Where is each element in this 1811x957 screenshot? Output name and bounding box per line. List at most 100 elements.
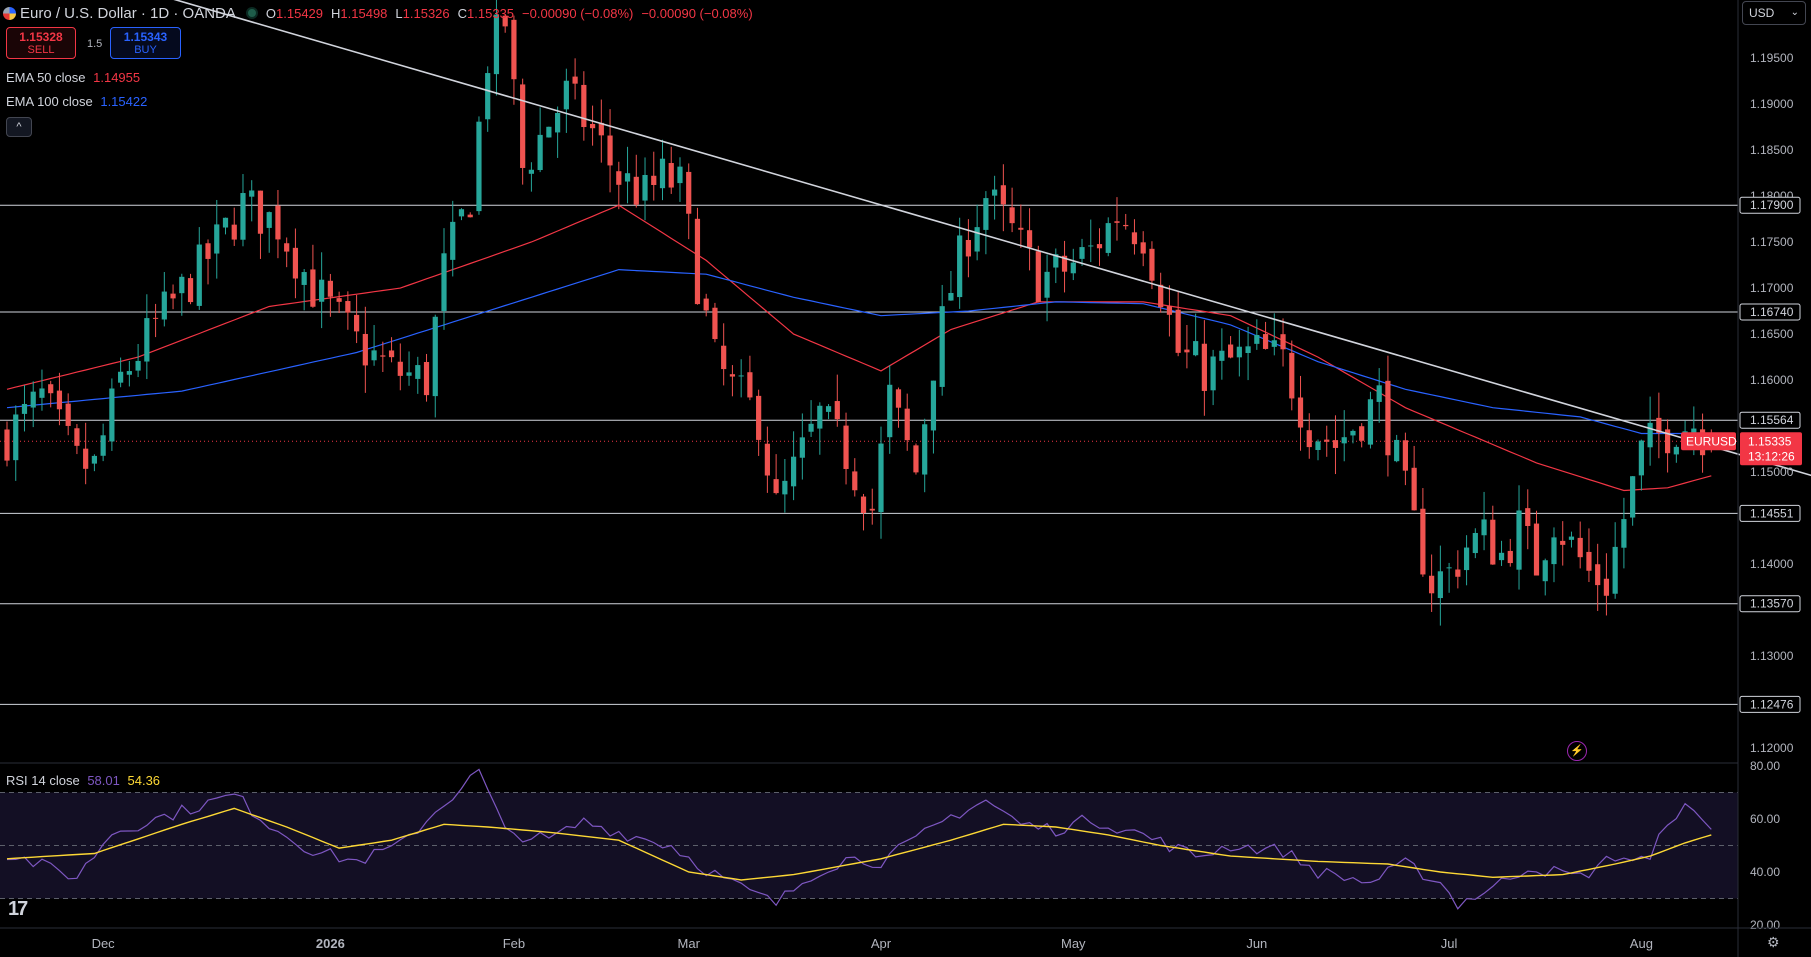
tradingview-logo[interactable]: 17 [8,898,28,920]
candle[interactable] [1193,313,1199,357]
candle[interactable] [817,402,823,455]
candle[interactable] [1280,318,1286,367]
candle[interactable] [144,294,150,380]
candle[interactable] [1166,285,1173,337]
candle[interactable] [1621,497,1627,569]
candle[interactable] [1376,368,1382,423]
candle[interactable] [441,228,447,330]
candle[interactable] [1394,434,1400,463]
candle[interactable] [1551,527,1557,583]
candle[interactable] [1586,528,1592,583]
candle[interactable] [1385,355,1391,477]
candle[interactable] [1612,522,1618,599]
candle[interactable] [948,270,954,301]
candle[interactable] [1560,521,1566,566]
candle[interactable] [598,99,604,163]
rsi-legend[interactable]: RSI 14 close 58.01 54.36 [6,773,160,788]
candle[interactable] [572,58,578,100]
candle[interactable] [240,174,246,247]
candle[interactable] [1297,375,1304,451]
candle[interactable] [170,284,176,310]
candle[interactable] [589,105,596,146]
candle[interactable] [1603,553,1610,616]
candle[interactable] [179,273,185,316]
chevron-up-icon[interactable]: ^ [6,117,32,137]
candle[interactable] [397,343,403,391]
candle[interactable] [1665,419,1671,473]
candle[interactable] [668,146,674,194]
candle[interactable] [852,458,858,497]
candle[interactable] [1350,429,1356,444]
candle[interactable] [91,454,97,472]
candle[interactable] [1175,290,1181,357]
candle[interactable] [423,353,430,402]
candle[interactable] [319,252,325,329]
candle[interactable] [729,365,736,397]
candle[interactable] [1018,204,1024,248]
candle[interactable] [1577,521,1583,569]
candle[interactable] [1026,208,1033,271]
candle[interactable] [694,207,701,305]
gear-icon[interactable]: ⚙ [1767,934,1780,950]
candle[interactable] [1158,272,1164,313]
candle[interactable] [354,294,360,344]
candle[interactable] [930,380,937,454]
candle[interactable] [1420,488,1426,577]
candle[interactable] [83,422,89,485]
lightning-alert-icon[interactable]: ⚡ [1567,741,1587,761]
candle[interactable] [1096,228,1103,266]
candle[interactable] [677,157,683,202]
candle[interactable] [1630,476,1636,526]
ema100-legend[interactable]: EMA 100 close 1.15422 [6,94,147,109]
candle[interactable] [266,211,272,253]
candle[interactable] [511,15,517,105]
candle[interactable] [1000,164,1006,232]
candle[interactable] [1647,396,1653,466]
candle[interactable] [1228,336,1234,359]
candle[interactable] [1262,321,1269,350]
candle[interactable] [1359,423,1365,448]
candle[interactable] [1245,326,1251,381]
candle[interactable] [825,404,832,420]
candle[interactable] [231,207,237,246]
candle[interactable] [1254,319,1260,350]
candle[interactable] [528,162,534,192]
candle[interactable] [1324,425,1330,457]
candle[interactable] [1525,489,1531,550]
candle[interactable] [782,458,788,513]
candle[interactable] [799,413,805,480]
candle[interactable] [633,154,639,208]
candle[interactable] [537,107,543,173]
candle[interactable] [1533,510,1540,576]
candle[interactable] [485,66,491,132]
candle[interactable] [1638,439,1644,491]
candle[interactable] [1271,313,1277,356]
candle[interactable] [1140,231,1146,267]
trendline[interactable] [0,0,1811,495]
candle[interactable] [161,272,167,327]
candle[interactable] [992,175,998,220]
candle[interactable] [214,199,220,279]
candle[interactable] [275,190,281,259]
candle[interactable] [257,190,264,259]
candle[interactable] [362,306,368,393]
candle[interactable] [1201,320,1207,416]
candle[interactable] [476,116,482,215]
candle[interactable] [808,400,814,437]
candle[interactable] [1105,217,1111,257]
candle[interactable] [686,163,692,240]
candle[interactable] [249,180,255,222]
candle[interactable] [1053,248,1059,284]
candle[interactable] [1184,324,1190,369]
candle[interactable] [773,454,779,495]
candle[interactable] [878,426,884,539]
sell-button[interactable]: 1.15328 SELL [6,27,76,59]
candle[interactable] [1472,528,1478,559]
candle[interactable] [21,385,28,432]
candle[interactable] [887,365,893,454]
candle[interactable] [904,393,910,451]
candle[interactable] [222,217,229,235]
candle[interactable] [292,228,299,299]
candle[interactable] [1463,535,1470,586]
candle[interactable] [1673,444,1679,463]
